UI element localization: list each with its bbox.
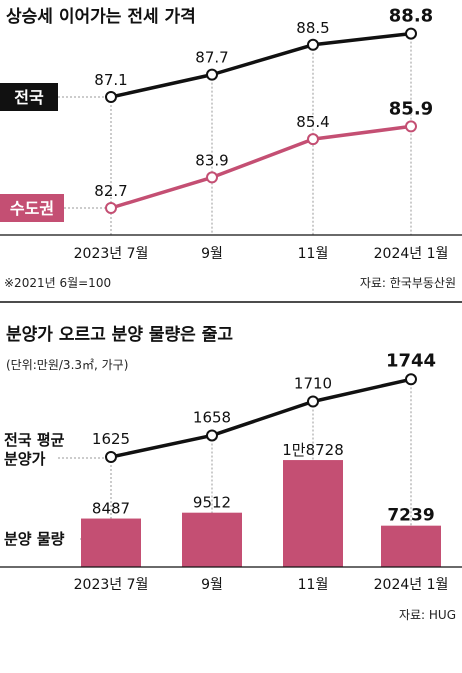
chart1-data-label: 87.1	[94, 71, 127, 89]
chart2-bar	[81, 518, 141, 567]
chart2-bar-label: 7239	[387, 506, 434, 526]
chart2-tick-label: 2024년 1월	[374, 577, 449, 593]
chart1-data-label: 85.4	[296, 113, 329, 131]
chart2-bars	[81, 460, 441, 567]
chart2-series-label: 분양가	[4, 450, 46, 468]
chart1-data-point	[405, 27, 417, 40]
chart1-source: 자료: 한국부동산원	[360, 276, 456, 290]
chart1-series-badge	[0, 83, 58, 111]
chart1-data-point	[206, 171, 218, 184]
chart1-gridlines	[110, 37, 412, 235]
chart1-data-point	[206, 68, 218, 81]
chart2-line-label: 1710	[294, 374, 332, 392]
chart2-data-point	[105, 451, 117, 463]
chart1-data-label: 87.7	[195, 49, 228, 67]
chart1-points	[105, 27, 417, 214]
chart2-tick-label: 2023년 7월	[74, 577, 149, 593]
chart1-title: 상승세 이어가는 전세 가격	[6, 7, 196, 27]
chart1-series-line	[110, 124, 412, 210]
chart1-tick-label: 2024년 1월	[374, 246, 449, 262]
chart2-bar-label: 8487	[92, 500, 130, 518]
chart2-bar	[182, 512, 242, 567]
chart2-series-label: 분양 물량	[4, 530, 65, 548]
chart2-source: 자료: HUG	[399, 608, 456, 622]
chart2-series-line	[110, 377, 412, 459]
chart1-series-badge	[0, 194, 64, 222]
chart2-line-label: 1658	[193, 408, 231, 426]
chart1-data-label: 88.8	[389, 6, 433, 27]
chart2-x-tick-labels: 2023년 7월 9월 11월 2024년 1월	[74, 577, 449, 593]
chart1-series-name: 전국	[14, 88, 44, 107]
chart1-tick-label: 9월	[201, 246, 223, 262]
chart2-line-label: 1744	[386, 350, 436, 371]
chart2-data-point	[206, 429, 218, 442]
chart2-bar-labels: 8487 9512 1만8728 7239	[92, 441, 435, 526]
chart1-data-label: 83.9	[195, 151, 228, 169]
chart2-bar-label: 1만8728	[282, 441, 344, 459]
chart1-x-tick-labels: 2023년 7월 9월 11월 2024년 1월	[74, 246, 449, 262]
chart2-gridlines	[110, 383, 412, 567]
chart2-data-point	[307, 395, 319, 408]
chart2-line-labels: 1625 1658 1710 1744	[92, 350, 436, 448]
chart2-line-label: 1625	[92, 430, 130, 448]
chart1-note: ※2021년 6월=100	[4, 276, 111, 290]
chart1-series-line	[110, 31, 412, 99]
chart1-data-point	[307, 133, 319, 146]
chart1-data-point	[405, 120, 417, 133]
chart1-tick-label: 11월	[298, 246, 329, 262]
chart1-data-label: 88.5	[296, 19, 329, 37]
chart2-points	[105, 373, 417, 463]
chart2-series-label: 전국 평균	[4, 431, 65, 449]
chart1-data-labels: 87.1 87.7 88.5 88.8 82.7 83.9 85.4 85.9	[94, 6, 433, 200]
chart2-bar-label: 9512	[193, 494, 231, 512]
chart2-title: 분양가 오르고 분양 물량은 줄고	[6, 325, 233, 345]
chart1-lines	[110, 31, 412, 210]
chart1-tick-label: 2023년 7월	[74, 246, 149, 262]
chart1-data-label: 82.7	[94, 182, 127, 200]
chart2-unit: (단위:만원/3.3㎡, 가구)	[6, 358, 128, 372]
chart1-series-name: 수도권	[10, 199, 54, 218]
chart1-data-point	[105, 91, 117, 103]
chart2-bar	[381, 525, 441, 567]
chart2-tick-label: 11월	[298, 577, 329, 593]
chart2-bar	[283, 460, 343, 567]
chart2-data-point	[405, 373, 417, 386]
chart1-data-point	[307, 38, 319, 51]
chart2-line	[110, 377, 412, 459]
chart2-tick-label: 9월	[201, 577, 223, 593]
chart1-data-label: 85.9	[389, 98, 433, 119]
chart1-data-point	[105, 202, 117, 214]
